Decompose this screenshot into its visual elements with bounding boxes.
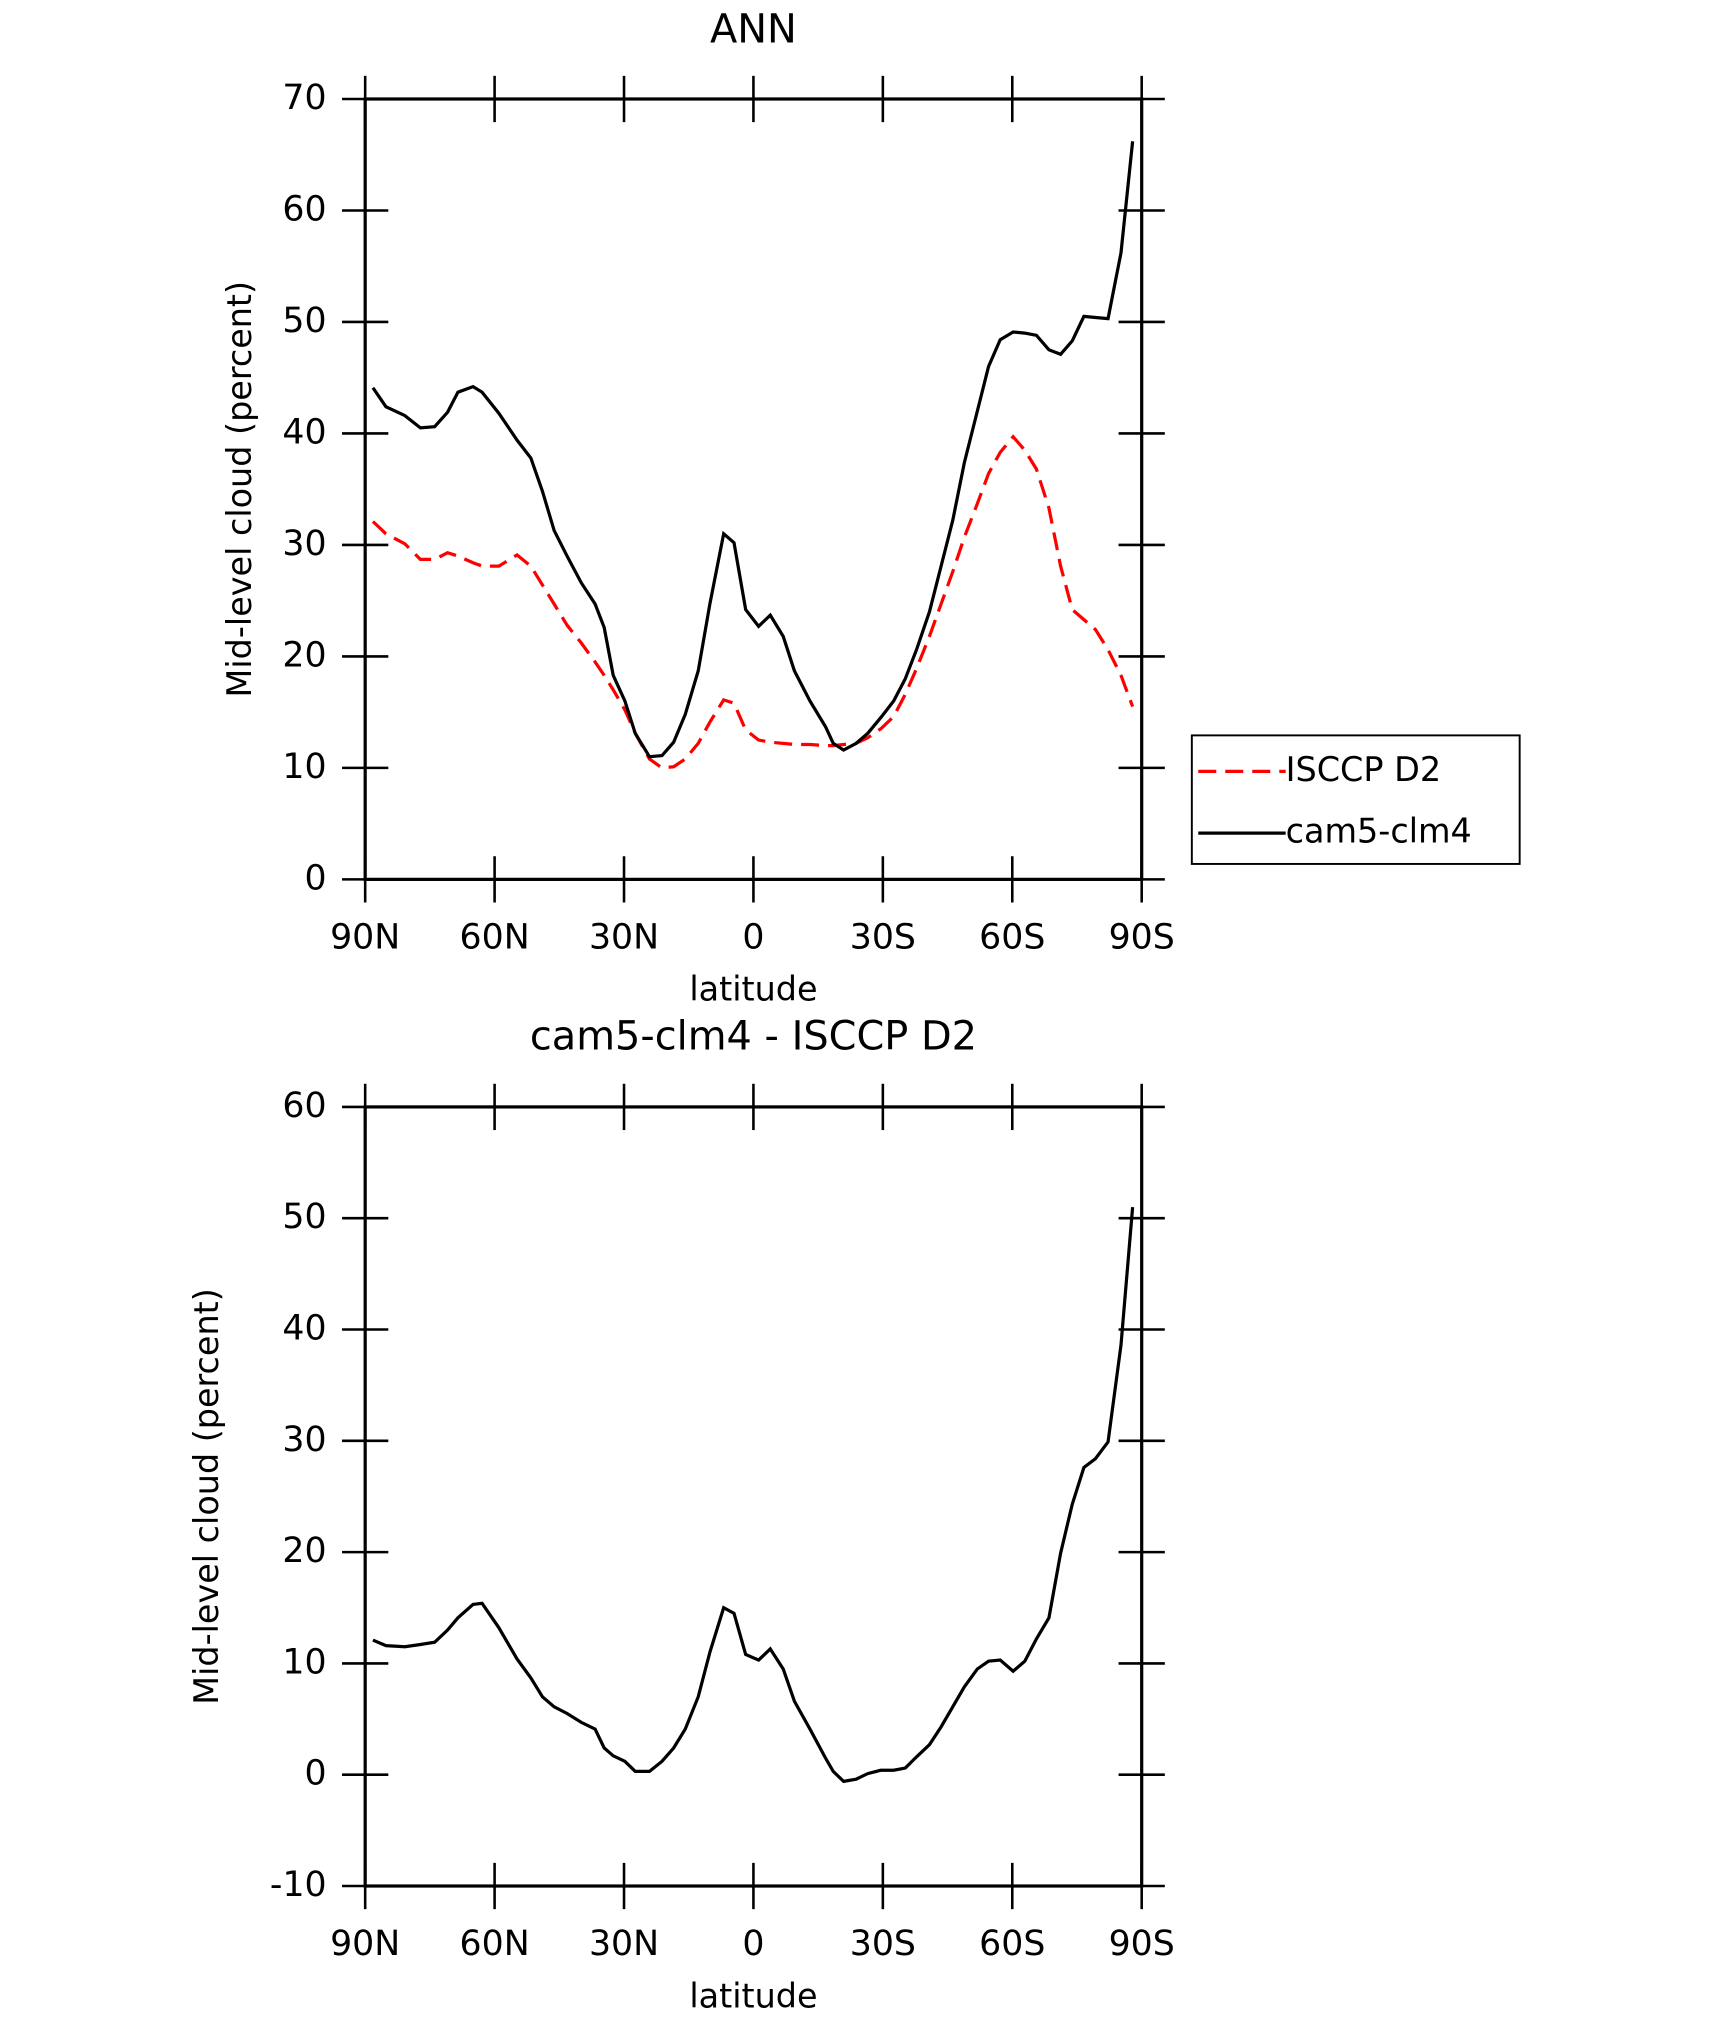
x-tick-label: 30N bbox=[589, 1924, 659, 1964]
y-tick-label: 50 bbox=[282, 301, 326, 341]
x-tick-label: 60S bbox=[979, 918, 1045, 958]
y-axis-label: Mid-level cloud (percent) bbox=[187, 1288, 226, 1705]
y-tick-label: 40 bbox=[282, 412, 326, 452]
x-tick-label: 60N bbox=[460, 1924, 530, 1964]
y-tick-label: 30 bbox=[282, 524, 326, 564]
y-tick-label: 10 bbox=[282, 1642, 326, 1682]
plot-frame bbox=[363, 97, 1144, 881]
legend-box bbox=[1190, 734, 1521, 865]
x-tick-label: 90S bbox=[1109, 918, 1175, 958]
data-line bbox=[371, 434, 1135, 770]
data-line bbox=[371, 141, 1135, 759]
y-tick-label: 40 bbox=[282, 1309, 326, 1349]
y-tick-label: 0 bbox=[305, 1754, 327, 1794]
y-tick-label: 50 bbox=[282, 1197, 326, 1237]
y-tick-label: 20 bbox=[282, 635, 326, 675]
plot-frame bbox=[363, 1105, 1144, 1888]
x-tick-label: 0 bbox=[742, 1924, 764, 1964]
x-tick-label: 90N bbox=[330, 1924, 400, 1964]
y-tick-label: 0 bbox=[305, 858, 327, 898]
x-tick-label: 90N bbox=[330, 918, 400, 958]
legend-label: cam5-clm4 bbox=[1286, 812, 1472, 851]
x-tick-label: 0 bbox=[742, 918, 764, 958]
data-line bbox=[372, 1206, 1135, 1784]
y-axis-label: Mid-level cloud (percent) bbox=[220, 281, 259, 698]
x-tick-label: 30S bbox=[850, 1924, 916, 1964]
chart-title: ANN bbox=[710, 7, 797, 53]
x-axis-label: latitude bbox=[689, 1976, 817, 2015]
chart-title: cam5-clm4 - ISCCP D2 bbox=[530, 1013, 977, 1059]
x-tick-label: 90S bbox=[1109, 1924, 1175, 1964]
y-tick-label: -10 bbox=[270, 1865, 327, 1905]
legend-label: ISCCP D2 bbox=[1286, 750, 1441, 789]
y-tick-label: 30 bbox=[282, 1420, 326, 1460]
y-tick-label: 10 bbox=[282, 747, 326, 787]
y-tick-label: 70 bbox=[282, 78, 326, 118]
y-tick-label: 60 bbox=[282, 1086, 326, 1126]
x-tick-label: 60S bbox=[979, 1924, 1045, 1964]
x-tick-label: 30S bbox=[850, 918, 916, 958]
x-tick-label: 60N bbox=[460, 918, 530, 958]
y-tick-label: 20 bbox=[282, 1531, 326, 1571]
y-tick-label: 60 bbox=[282, 189, 326, 229]
x-tick-label: 30N bbox=[589, 918, 659, 958]
x-axis-label: latitude bbox=[689, 970, 817, 1009]
